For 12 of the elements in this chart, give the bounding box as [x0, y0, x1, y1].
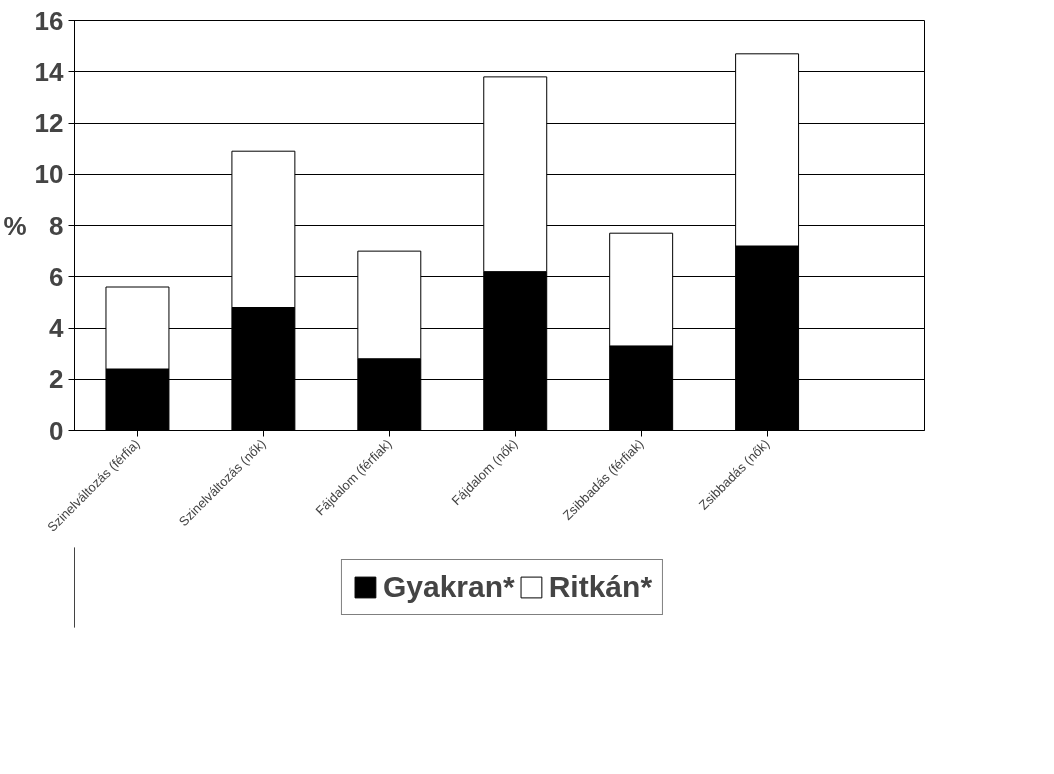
y-tick-label: 6 [49, 261, 64, 292]
y-axis-title: % [3, 210, 27, 241]
legend-label: Gyakran* [382, 570, 515, 604]
legend-label: Ritkán* [548, 570, 653, 604]
y-tick-label: 14 [34, 56, 65, 87]
y-tick-label: 4 [49, 313, 65, 343]
y-tick-label: 12 [34, 108, 64, 138]
y-tick-label: 16 [34, 5, 64, 36]
y-tick-label: 0 [49, 415, 64, 446]
y-tick-label: 8 [49, 210, 64, 241]
y-tick-label: 10 [34, 159, 64, 190]
y-tick-label: 2 [49, 364, 64, 395]
